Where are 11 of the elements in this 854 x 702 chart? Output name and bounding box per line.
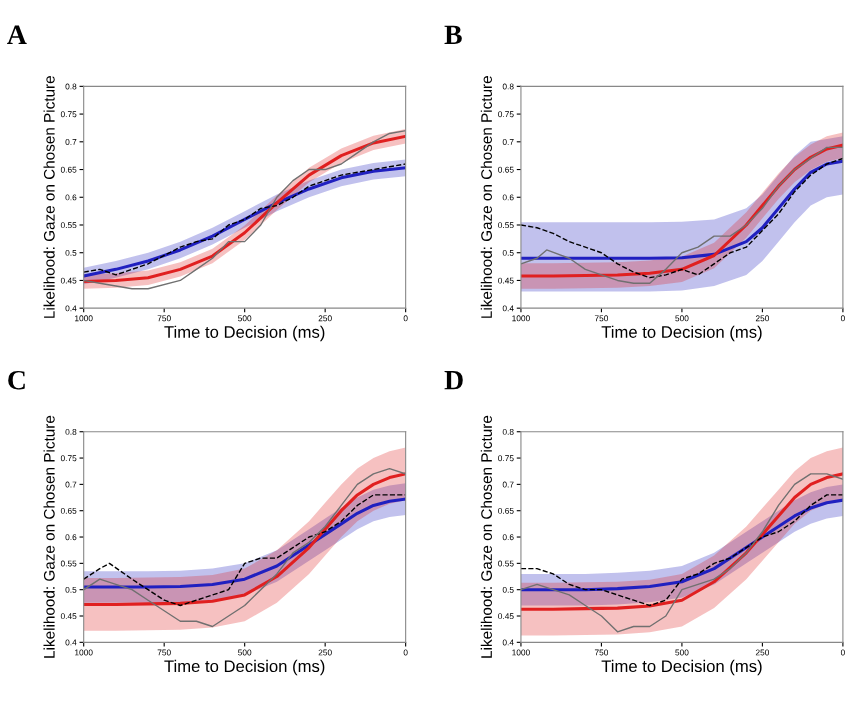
chart-title: D [444,371,463,390]
line-series [83,497,406,589]
line-series [520,159,843,260]
x-axis-title: Time to Decision (ms) [601,325,762,342]
chart-title: B [444,25,462,44]
x-axis-title: Time to Decision (ms) [164,325,325,342]
x-axis-title: Time to Decision (ms) [601,659,762,676]
chart-title: C [8,370,25,390]
line-series [520,498,843,592]
chart-title: A [7,25,27,44]
x-axis-title: Time to Decision (ms) [164,659,325,676]
